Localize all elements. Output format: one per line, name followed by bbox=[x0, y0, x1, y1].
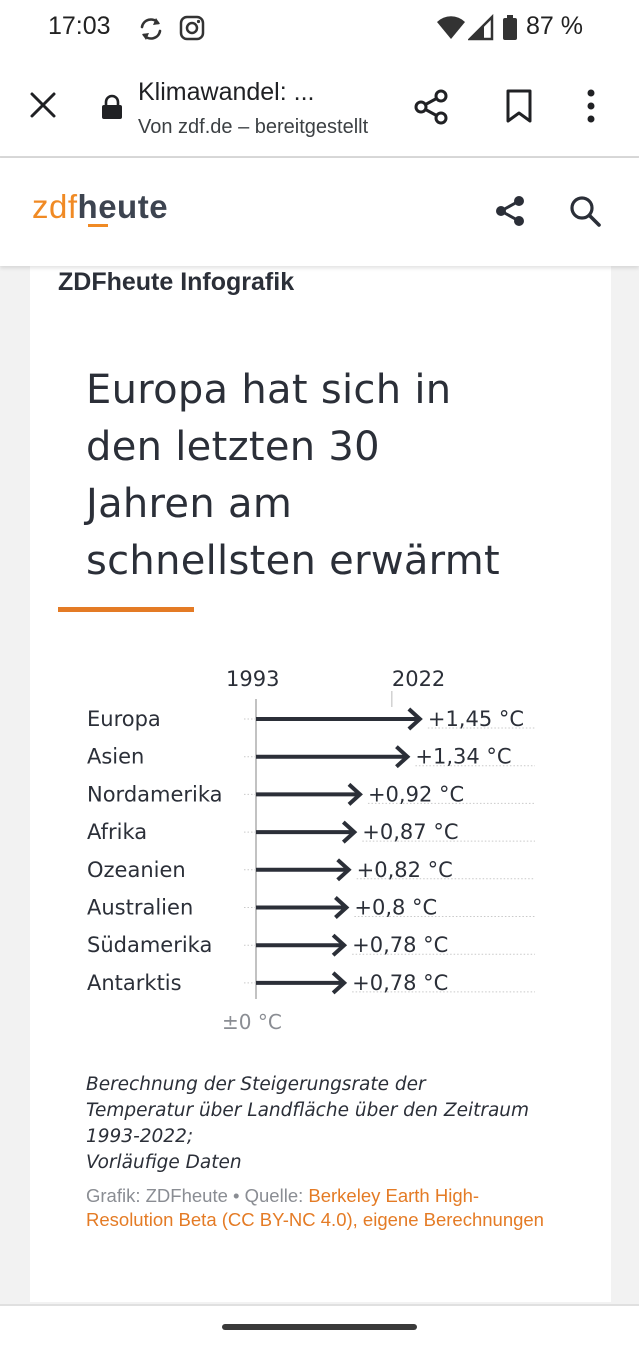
battery-percent: 87 % bbox=[526, 12, 583, 40]
zdfheute-logo[interactable]: zdfheute bbox=[32, 188, 168, 226]
bookmark-icon[interactable] bbox=[505, 88, 533, 128]
headline-line: den letzten 30 bbox=[86, 424, 380, 470]
category-label: Australien bbox=[87, 896, 193, 920]
value-label: +0,78 °C bbox=[352, 971, 448, 995]
footnote-line: 1993-2022; bbox=[86, 1126, 194, 1147]
credit-prefix: Grafik: ZDFheute • Quelle: bbox=[86, 1185, 309, 1206]
headline-line: schnellsten erwärmt bbox=[86, 538, 500, 584]
lock-icon[interactable] bbox=[100, 94, 124, 124]
toolbar-divider bbox=[0, 156, 639, 158]
credit: Grafik: ZDFheute • Quelle: Berkeley Eart… bbox=[86, 1184, 566, 1232]
signal-icon bbox=[466, 13, 494, 46]
share-icon[interactable] bbox=[493, 194, 527, 232]
category-label: Südamerika bbox=[87, 933, 212, 957]
arrow-head bbox=[341, 820, 358, 844]
logo-zdf: zdf bbox=[32, 188, 78, 225]
value-label: +0,92 °C bbox=[368, 782, 464, 806]
temperature-chart: 1993 2022 ±0 °C Europa +1,45 °C Asien +1,34 °C… bbox=[87, 667, 535, 1034]
gesture-handle[interactable] bbox=[222, 1324, 417, 1330]
browser-toolbar: Klimawandel: ... Von zdf.de – bereitgest… bbox=[0, 58, 639, 156]
category-label: Europa bbox=[87, 707, 161, 731]
headline-line: Jahren am bbox=[86, 481, 293, 527]
share-icon[interactable] bbox=[412, 88, 450, 130]
arrow-head bbox=[331, 971, 348, 995]
battery-icon bbox=[502, 14, 518, 46]
start-year-label: 1993 bbox=[226, 667, 279, 691]
baseline-label: ±0 °C bbox=[222, 1010, 282, 1034]
page-title[interactable]: Klimawandel: ... bbox=[138, 78, 315, 106]
status-time: 17:03 bbox=[48, 12, 111, 40]
headline: Europa hat sich in den letzten 30 Jahren… bbox=[86, 362, 566, 590]
logo-heute: heute bbox=[77, 188, 169, 225]
site-header: zdfheute bbox=[0, 158, 639, 266]
page-origin[interactable]: Von zdf.de – bereitgestellt bbox=[138, 116, 369, 138]
category-label: Nordamerika bbox=[87, 782, 223, 806]
bottom-divider bbox=[0, 1304, 639, 1306]
accent-bar bbox=[58, 607, 194, 612]
value-label: +1,45 °C bbox=[428, 707, 524, 731]
category-label: Ozeanien bbox=[87, 858, 186, 882]
footnote: Berechnung der Steigerungsrate der Tempe… bbox=[86, 1072, 586, 1176]
arrow-head bbox=[336, 858, 352, 882]
footnote-line: Temperatur über Landfläche über den Zeit… bbox=[86, 1100, 530, 1121]
category-label: Afrika bbox=[87, 820, 147, 844]
logo-underline bbox=[88, 224, 108, 227]
value-label: +0,78 °C bbox=[352, 933, 448, 957]
value-label: +0,87 °C bbox=[362, 820, 458, 844]
end-year-label: 2022 bbox=[392, 667, 445, 691]
infographic-card: ZDFheute Infografik Europa hat sich in d… bbox=[30, 266, 611, 1302]
close-icon[interactable] bbox=[28, 90, 58, 124]
category-label: Antarktis bbox=[87, 971, 182, 995]
credit-source-link[interactable]: Berkeley Earth High-Resolution Beta (CC … bbox=[86, 1185, 544, 1230]
wifi-icon bbox=[436, 14, 466, 46]
infografik-label: ZDFheute Infografik bbox=[58, 268, 295, 296]
value-label: +0,82 °C bbox=[357, 858, 453, 882]
footnote-line: Berechnung der Steigerungsrate der bbox=[86, 1074, 426, 1095]
status-bar: 17:03 87 % bbox=[0, 0, 639, 58]
headline-line: Europa hat sich in bbox=[86, 367, 452, 413]
arrow-head bbox=[395, 745, 411, 769]
navigation-bar bbox=[0, 1306, 639, 1350]
footnote-line: Vorläufige Daten bbox=[86, 1152, 242, 1173]
category-label: Asien bbox=[87, 745, 144, 769]
more-icon[interactable] bbox=[586, 88, 596, 128]
arrow-head bbox=[331, 933, 348, 957]
instagram-icon bbox=[178, 14, 206, 46]
arrow-head bbox=[407, 707, 423, 731]
arrow-head bbox=[347, 782, 363, 806]
search-icon[interactable] bbox=[568, 194, 602, 232]
arrow-head bbox=[334, 896, 350, 919]
value-label: +0,8 °C bbox=[354, 896, 437, 920]
sync-icon bbox=[136, 14, 166, 48]
value-label: +1,34 °C bbox=[415, 745, 511, 769]
